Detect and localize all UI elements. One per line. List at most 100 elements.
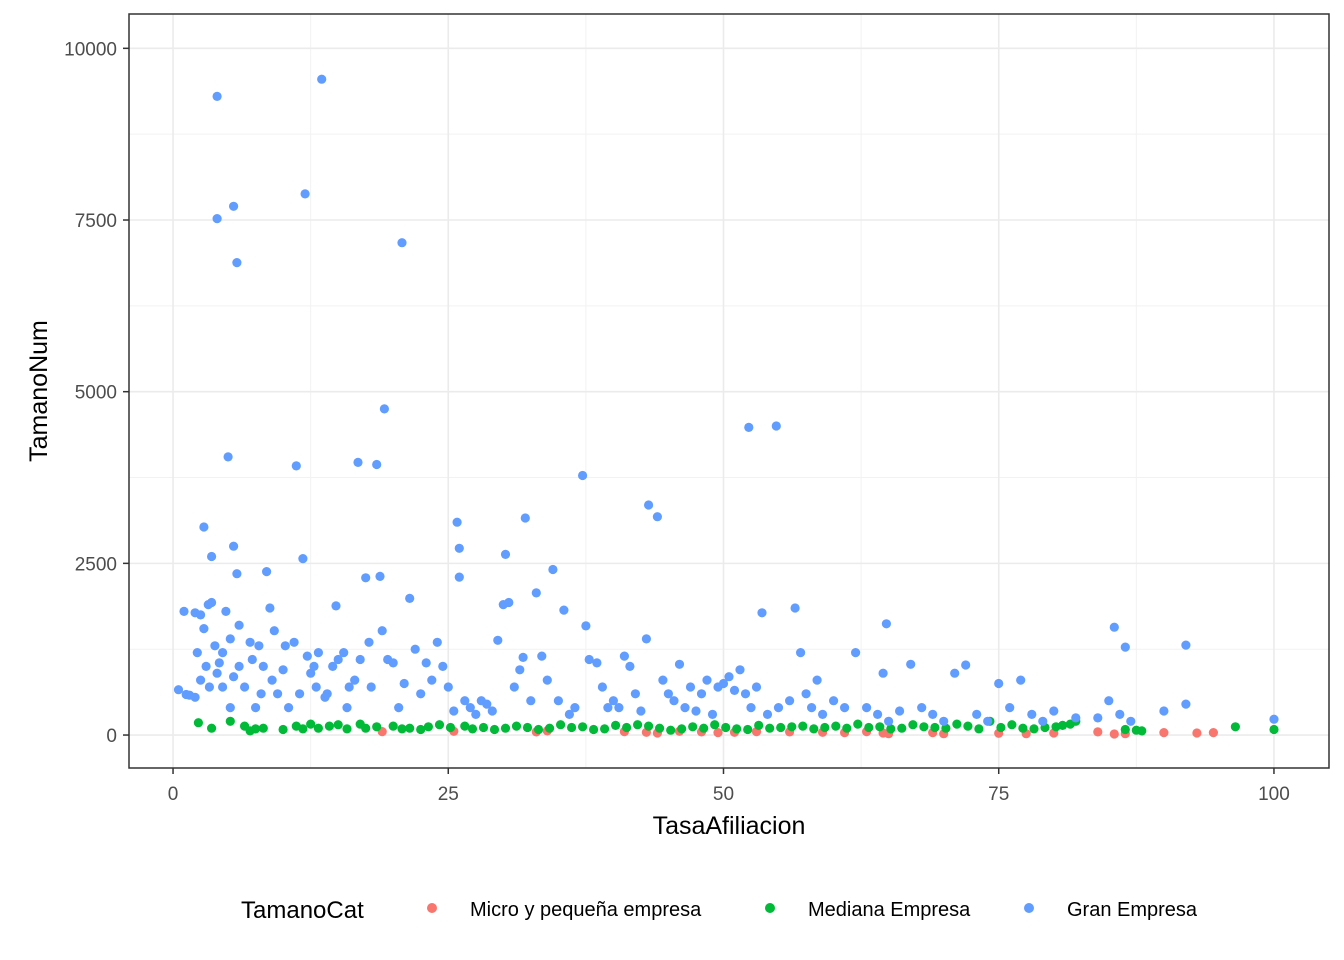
scatter-point bbox=[225, 703, 235, 713]
scatter-point bbox=[818, 709, 828, 720]
scatter-point bbox=[669, 696, 679, 706]
scatter-point bbox=[423, 722, 433, 732]
scatter-point bbox=[278, 724, 288, 735]
scatter-point bbox=[820, 722, 830, 733]
scatter-point bbox=[225, 634, 235, 644]
y-tick-label: 2500 bbox=[75, 554, 117, 575]
scatter-point bbox=[983, 716, 993, 726]
scatter-point bbox=[240, 682, 250, 692]
scatter-point bbox=[214, 658, 224, 668]
scatter-point bbox=[482, 699, 492, 709]
scatter-point bbox=[1027, 709, 1037, 720]
scatter-point bbox=[443, 682, 453, 692]
scatter-point bbox=[597, 682, 608, 692]
scatter-point bbox=[1029, 724, 1039, 734]
scatter-point bbox=[1181, 699, 1191, 709]
scatter-point bbox=[267, 675, 277, 685]
scatter-point bbox=[500, 549, 511, 560]
scatter-point bbox=[829, 696, 839, 706]
scatter-point bbox=[232, 569, 242, 579]
scatter-point bbox=[564, 709, 575, 720]
scatter-point bbox=[589, 724, 599, 735]
scatter-point bbox=[644, 721, 654, 731]
scatter-point bbox=[379, 404, 389, 414]
scatter-point bbox=[207, 597, 217, 608]
scatter-point bbox=[291, 461, 301, 471]
scatter-point bbox=[531, 588, 541, 598]
scatter-point bbox=[460, 696, 470, 706]
scatter-point bbox=[1120, 642, 1130, 652]
scatter-point bbox=[328, 661, 338, 672]
grid-lines bbox=[129, 14, 1329, 768]
scatter-point bbox=[210, 641, 220, 651]
scatter-point bbox=[405, 593, 415, 604]
scatter-point bbox=[1071, 713, 1081, 723]
scatter-point bbox=[666, 725, 676, 735]
scatter-point bbox=[212, 214, 222, 224]
scatter-point bbox=[873, 709, 883, 720]
scatter-point bbox=[518, 652, 528, 663]
scatter-point bbox=[487, 706, 497, 716]
scatter-point bbox=[842, 723, 852, 733]
scatter-point bbox=[1016, 675, 1026, 685]
scatter-point bbox=[950, 668, 960, 678]
scatter-point bbox=[581, 621, 591, 631]
scatter-point bbox=[309, 661, 319, 672]
scatter-point bbox=[372, 722, 382, 732]
scatter-point bbox=[633, 720, 643, 730]
scatter-point bbox=[553, 696, 564, 706]
scatter-point bbox=[787, 722, 797, 732]
scatter-point bbox=[199, 624, 209, 634]
scatter-point bbox=[196, 675, 206, 685]
scatter-point bbox=[218, 648, 228, 658]
scatter-point bbox=[350, 675, 360, 685]
scatter-point bbox=[342, 724, 352, 734]
scatter-point bbox=[1038, 716, 1048, 726]
scatter-point bbox=[884, 716, 894, 726]
scatter-point bbox=[542, 675, 552, 685]
scatter-point bbox=[207, 723, 217, 733]
scatter-point bbox=[199, 522, 209, 532]
legend-key-gran bbox=[1024, 903, 1034, 913]
scatter-point bbox=[735, 665, 745, 675]
scatter-point bbox=[941, 723, 951, 733]
scatter-point bbox=[526, 696, 536, 706]
scatter-point bbox=[298, 554, 308, 564]
scatter-point bbox=[680, 703, 690, 713]
scatter-point bbox=[212, 91, 222, 101]
scatter-point bbox=[1005, 703, 1015, 713]
scatter-point bbox=[548, 564, 558, 575]
scatter-point bbox=[798, 721, 808, 731]
scatter-point bbox=[702, 675, 712, 685]
scatter-point bbox=[388, 721, 398, 731]
scatter-point bbox=[245, 637, 255, 647]
scatter-point bbox=[515, 665, 525, 675]
scatter-point bbox=[864, 722, 874, 733]
scatter-point bbox=[853, 719, 863, 729]
scatter-point bbox=[740, 689, 751, 699]
scatter-point bbox=[1269, 714, 1279, 724]
scatter-point bbox=[416, 689, 426, 699]
scatter-point bbox=[851, 648, 861, 658]
scatter-point bbox=[1115, 709, 1125, 720]
scatter-point bbox=[917, 703, 927, 713]
scatter-point bbox=[578, 470, 588, 481]
scatter-point bbox=[1208, 728, 1218, 738]
scatter-point bbox=[278, 665, 288, 675]
scatter-point bbox=[939, 716, 949, 726]
scatter-point bbox=[438, 661, 448, 672]
scatter-point bbox=[744, 422, 754, 432]
scatter-point bbox=[394, 703, 404, 713]
scatter-point bbox=[313, 648, 323, 658]
scatter-point bbox=[339, 648, 349, 658]
scatter-point bbox=[1109, 729, 1119, 739]
x-tick-label: 75 bbox=[988, 784, 1009, 805]
scatter-point bbox=[625, 661, 635, 672]
scatter-point bbox=[790, 603, 800, 613]
scatter-point bbox=[721, 722, 731, 733]
scatter-point bbox=[262, 567, 272, 577]
scatter-point bbox=[1126, 716, 1136, 726]
scatter-point bbox=[434, 720, 445, 730]
scatter-point bbox=[192, 648, 202, 658]
